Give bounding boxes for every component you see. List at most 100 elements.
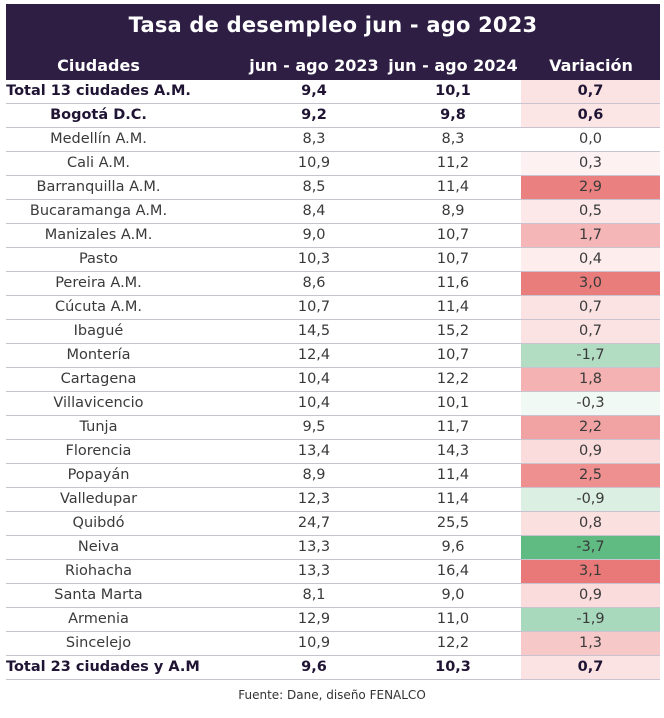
city-cell: Cúcuta A.M. bbox=[54, 299, 143, 315]
value-2024-cell: 11,2 bbox=[436, 155, 470, 171]
value-2024-cell: 8,3 bbox=[441, 131, 465, 147]
value-2023-cell: 12,9 bbox=[297, 611, 331, 627]
table-row: Armenia 12,9 11,0 -1,9 bbox=[6, 608, 660, 632]
value-2024-cell: 10,3 bbox=[435, 659, 471, 675]
city-cell: Pasto bbox=[78, 251, 119, 267]
value-2024-cell: 8,9 bbox=[441, 203, 465, 219]
variation-cell: 1,3 bbox=[521, 632, 660, 655]
table-row: Montería 12,4 10,7 -1,7 bbox=[6, 344, 660, 368]
table-row: Cúcuta A.M. 10,7 11,4 0,7 bbox=[6, 296, 660, 320]
value-2023-cell: 10,7 bbox=[297, 299, 331, 315]
city-cell: Sincelejo bbox=[65, 635, 132, 651]
value-2023-cell: 8,4 bbox=[302, 203, 326, 219]
city-cell: Neiva bbox=[77, 539, 120, 555]
variation-cell: 2,9 bbox=[521, 176, 660, 199]
variation-cell: 0,9 bbox=[521, 584, 660, 607]
city-cell: Valledupar bbox=[59, 491, 138, 507]
variation-cell: 0,5 bbox=[521, 200, 660, 223]
city-cell: Armenia bbox=[68, 611, 129, 627]
table-row: Bogotá D.C. 9,2 9,8 0,6 bbox=[6, 104, 660, 128]
value-2024-cell: 11,0 bbox=[436, 611, 470, 627]
column-header-2023: jun - ago 2023 bbox=[249, 56, 379, 75]
value-2023-cell: 10,9 bbox=[297, 635, 331, 651]
variation-cell: -0,9 bbox=[521, 488, 660, 511]
table-row: Total 13 ciudades A.M. 9,4 10,1 0,7 bbox=[6, 80, 660, 104]
table-row: Riohacha 13,3 16,4 3,1 bbox=[6, 560, 660, 584]
city-cell: Florencia bbox=[65, 443, 132, 459]
value-2023-cell: 8,5 bbox=[302, 179, 326, 195]
variation-cell: 0,8 bbox=[521, 512, 660, 535]
value-2023-cell: 8,3 bbox=[302, 131, 326, 147]
variation-cell: 1,8 bbox=[521, 368, 660, 391]
value-2024-cell: 9,8 bbox=[440, 107, 466, 123]
city-cell: Medellín A.M. bbox=[50, 131, 147, 147]
table-row: Barranquilla A.M. 8,5 11,4 2,9 bbox=[6, 176, 660, 200]
variation-cell: -1,7 bbox=[521, 344, 660, 367]
city-cell: Montería bbox=[66, 347, 131, 363]
value-2023-cell: 12,4 bbox=[297, 347, 331, 363]
variation-cell: 0,0 bbox=[521, 128, 660, 151]
variation-cell: -1,9 bbox=[521, 608, 660, 631]
value-2024-cell: 11,4 bbox=[436, 299, 470, 315]
table-row: Cali A.M. 10,9 11,2 0,3 bbox=[6, 152, 660, 176]
table-row: Villavicencio 10,4 10,1 -0,3 bbox=[6, 392, 660, 416]
table-row: Bucaramanga A.M. 8,4 8,9 0,5 bbox=[6, 200, 660, 224]
table-row: Tunja 9,5 11,7 2,2 bbox=[6, 416, 660, 440]
table-row: Florencia 13,4 14,3 0,9 bbox=[6, 440, 660, 464]
city-cell: Villavicencio bbox=[53, 395, 144, 411]
city-cell: Ibagué bbox=[73, 323, 124, 339]
value-2024-cell: 25,5 bbox=[436, 515, 470, 531]
unemployment-table: Total 13 ciudades A.M. 9,4 10,1 0,7 Bogotá D… bbox=[6, 80, 660, 680]
value-2023-cell: 10,9 bbox=[297, 155, 331, 171]
value-2024-cell: 9,0 bbox=[441, 587, 465, 603]
variation-cell: 0,7 bbox=[521, 656, 660, 679]
table-row: Santa Marta 8,1 9,0 0,9 bbox=[6, 584, 660, 608]
variation-cell: 0,7 bbox=[521, 80, 660, 103]
city-cell: Tunja bbox=[79, 419, 118, 435]
value-2023-cell: 8,1 bbox=[302, 587, 326, 603]
value-2023-cell: 9,0 bbox=[302, 227, 326, 243]
city-cell: Total 13 ciudades A.M. bbox=[6, 83, 191, 99]
variation-cell: 0,7 bbox=[521, 296, 660, 319]
variation-cell: 0,9 bbox=[521, 440, 660, 463]
city-cell: Cali A.M. bbox=[66, 155, 131, 171]
source-footer: Fuente: Dane, diseño FENALCO bbox=[238, 688, 426, 702]
city-cell: Santa Marta bbox=[54, 587, 143, 603]
table-row: Pasto 10,3 10,7 0,4 bbox=[6, 248, 660, 272]
value-2023-cell: 13,3 bbox=[297, 539, 331, 555]
value-2024-cell: 12,2 bbox=[436, 371, 470, 387]
table-row: Quibdó 24,7 25,5 0,8 bbox=[6, 512, 660, 536]
value-2023-cell: 8,6 bbox=[302, 275, 326, 291]
value-2023-cell: 9,5 bbox=[302, 419, 326, 435]
table-row: Popayán 8,9 11,4 2,5 bbox=[6, 464, 660, 488]
value-2024-cell: 11,6 bbox=[436, 275, 470, 291]
table-row: Manizales A.M. 9,0 10,7 1,7 bbox=[6, 224, 660, 248]
variation-cell: 0,7 bbox=[521, 320, 660, 343]
city-cell: Quibdó bbox=[72, 515, 125, 531]
value-2024-cell: 11,7 bbox=[436, 419, 470, 435]
value-2024-cell: 15,2 bbox=[436, 323, 470, 339]
value-2023-cell: 12,3 bbox=[297, 491, 331, 507]
city-cell: Barranquilla A.M. bbox=[36, 179, 161, 195]
table-row: Cartagena 10,4 12,2 1,8 bbox=[6, 368, 660, 392]
table-row: Total 23 ciudades y A.M 9,6 10,3 0,7 bbox=[6, 656, 660, 680]
table-header: Tasa de desempleo jun - ago 2023 Ciudade… bbox=[6, 4, 660, 80]
table-row: Medellín A.M. 8,3 8,3 0,0 bbox=[6, 128, 660, 152]
value-2024-cell: 9,6 bbox=[441, 539, 465, 555]
city-cell: Bogotá D.C. bbox=[50, 107, 147, 123]
value-2023-cell: 24,7 bbox=[297, 515, 331, 531]
value-2024-cell: 11,4 bbox=[436, 491, 470, 507]
value-2023-cell: 10,4 bbox=[297, 395, 331, 411]
variation-cell: 0,6 bbox=[521, 104, 660, 127]
value-2023-cell: 14,5 bbox=[297, 323, 331, 339]
value-2024-cell: 10,7 bbox=[436, 251, 470, 267]
value-2024-cell: 11,4 bbox=[436, 467, 470, 483]
value-2023-cell: 8,9 bbox=[302, 467, 326, 483]
value-2024-cell: 10,7 bbox=[436, 347, 470, 363]
value-2023-cell: 9,2 bbox=[301, 107, 327, 123]
table-row: Valledupar 12,3 11,4 -0,9 bbox=[6, 488, 660, 512]
variation-cell: -3,7 bbox=[521, 536, 660, 559]
city-cell: Bucaramanga A.M. bbox=[29, 203, 168, 219]
value-2024-cell: 10,1 bbox=[436, 395, 470, 411]
city-cell: Manizales A.M. bbox=[44, 227, 153, 243]
